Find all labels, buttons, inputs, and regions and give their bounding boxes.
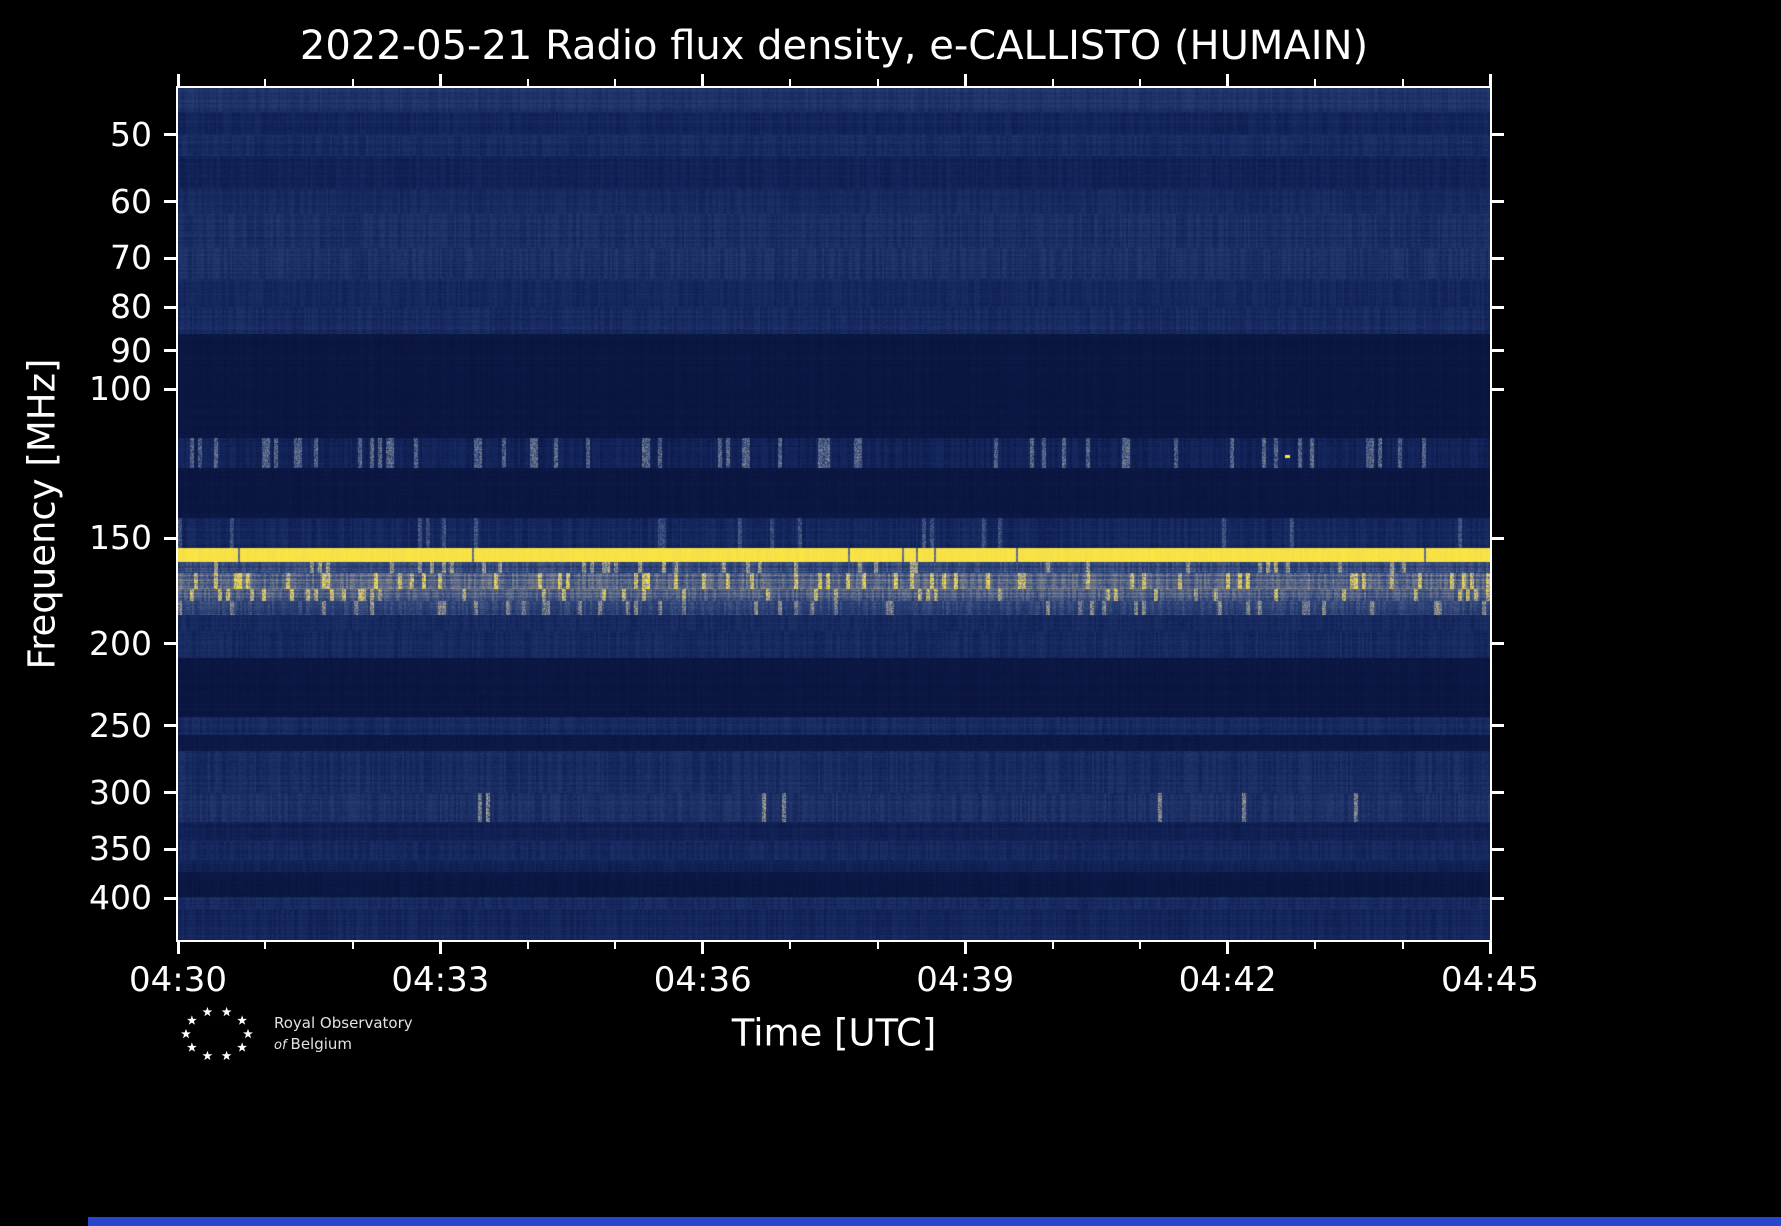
x-minor-tick-mark — [1139, 942, 1142, 949]
y-tick-mark — [164, 349, 176, 353]
x-tick-label: 04:42 — [1178, 960, 1277, 1000]
y-tick-label: 350 — [89, 829, 152, 869]
x-tick-mark — [1488, 942, 1492, 954]
rob-logo: Royal Observatory of Belgium — [176, 1004, 413, 1064]
x-tick-mark — [701, 942, 705, 954]
y-tick-label: 400 — [89, 878, 152, 918]
x-minor-tick-mark — [1314, 79, 1317, 86]
x-tick-mark — [963, 74, 967, 86]
x-minor-tick-mark — [1401, 942, 1404, 949]
y-tick-mark — [164, 387, 176, 391]
rob-logo-text: Royal Observatory of Belgium — [274, 1013, 413, 1055]
x-minor-tick-mark — [876, 942, 879, 949]
spectrogram-canvas — [178, 88, 1490, 940]
y-tick-mark — [1492, 896, 1504, 900]
x-minor-tick-mark — [264, 79, 267, 86]
x-minor-tick-mark — [614, 79, 617, 86]
x-tick-label: 04:36 — [653, 960, 752, 1000]
y-tick-mark — [164, 847, 176, 851]
y-tick-mark — [164, 133, 176, 137]
logo-line2-belgium: Belgium — [290, 1034, 353, 1053]
y-tick-mark — [164, 724, 176, 728]
x-tick-mark — [701, 74, 705, 86]
y-tick-mark — [1492, 791, 1504, 795]
x-tick-mark — [438, 942, 442, 954]
y-tick-mark — [164, 536, 176, 540]
plot-frame — [176, 86, 1492, 942]
x-tick-mark — [1488, 74, 1492, 86]
x-minor-tick-mark — [526, 79, 529, 86]
y-tick-mark — [1492, 536, 1504, 540]
x-tick-mark — [176, 942, 180, 954]
y-tick-mark — [1492, 200, 1504, 204]
y-tick-label: 250 — [89, 705, 152, 745]
y-tick-label: 80 — [110, 287, 152, 327]
y-tick-label: 70 — [110, 238, 152, 278]
y-tick-mark — [1492, 256, 1504, 260]
x-tick-label: 04:39 — [916, 960, 1015, 1000]
y-tick-label: 60 — [110, 181, 152, 221]
x-minor-tick-mark — [1314, 942, 1317, 949]
x-tick-mark — [176, 74, 180, 86]
y-tick-mark — [1492, 847, 1504, 851]
x-axis-label: Time [UTC] — [731, 1011, 937, 1055]
x-minor-tick-mark — [351, 942, 354, 949]
x-minor-tick-mark — [789, 79, 792, 86]
rob-stars-icon — [181, 1006, 253, 1061]
y-tick-mark — [164, 200, 176, 204]
chart-title: 2022-05-21 Radio flux density, e-CALLIST… — [299, 23, 1369, 69]
y-tick-mark — [164, 305, 176, 309]
x-minor-tick-mark — [264, 942, 267, 949]
y-tick-mark — [164, 896, 176, 900]
logo-line2-of: of — [274, 1037, 287, 1053]
x-minor-tick-mark — [876, 79, 879, 86]
y-tick-label: 300 — [89, 772, 152, 812]
x-tick-label: 04:33 — [391, 960, 490, 1000]
x-minor-tick-mark — [526, 942, 529, 949]
y-tick-mark — [164, 791, 176, 795]
y-tick-label: 50 — [110, 114, 152, 154]
y-tick-mark — [1492, 387, 1504, 391]
x-minor-tick-mark — [1051, 79, 1054, 86]
logo-line2: of Belgium — [274, 1034, 413, 1055]
y-tick-mark — [1492, 724, 1504, 728]
logo-line1: Royal Observatory — [274, 1013, 413, 1032]
x-minor-tick-mark — [1051, 942, 1054, 949]
y-tick-mark — [1492, 349, 1504, 353]
x-tick-mark — [1226, 942, 1230, 954]
x-tick-mark — [1226, 74, 1230, 86]
x-tick-mark — [963, 942, 967, 954]
x-minor-tick-mark — [614, 942, 617, 949]
x-minor-tick-mark — [1139, 79, 1142, 86]
y-tick-mark — [1492, 642, 1504, 646]
bottom-blue-strip — [88, 1217, 1781, 1226]
y-tick-mark — [1492, 133, 1504, 137]
x-minor-tick-mark — [789, 942, 792, 949]
y-tick-mark — [1492, 305, 1504, 309]
x-tick-mark — [438, 74, 442, 86]
x-tick-label: 04:45 — [1441, 960, 1539, 1000]
x-minor-tick-mark — [1401, 79, 1404, 86]
x-tick-label: 04:30 — [129, 960, 227, 1000]
y-axis-label: Frequency [MHz] — [20, 358, 64, 670]
x-minor-tick-mark — [351, 79, 354, 86]
y-tick-mark — [164, 256, 176, 260]
y-tick-mark — [164, 642, 176, 646]
